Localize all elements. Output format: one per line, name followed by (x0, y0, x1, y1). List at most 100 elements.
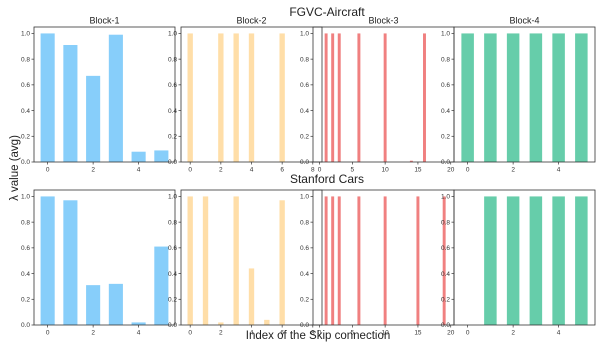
x-tick-label: 2 (91, 330, 95, 337)
y-tick-label: 0.8 (441, 219, 450, 226)
bar (324, 196, 328, 325)
panel-4: 0.0 0.2 0.4 0.6 0.8 1.0 0 2 4 Block-4 (441, 16, 596, 174)
x-tick-label: 5 (351, 330, 355, 337)
y-tick-label: 1.0 (300, 194, 309, 201)
y-tick-label: 1.0 (168, 31, 177, 38)
x-tick-label: 2 (219, 167, 223, 174)
y-tick-label: 0.2 (300, 133, 309, 140)
y-tick-label: 0.0 (21, 159, 30, 166)
bar (423, 33, 426, 163)
y-tick-label: 0.6 (300, 245, 309, 252)
bar (324, 33, 328, 163)
bar (187, 33, 193, 163)
row-title-fgvc-aircraft: FGVC-Aircraft (289, 5, 365, 19)
panel-frame (453, 26, 596, 163)
bar (264, 319, 270, 325)
bar (40, 196, 55, 325)
y-tick-label: 0.4 (168, 271, 177, 278)
x-tick-label: 4 (250, 167, 254, 174)
panel-title: Block-2 (236, 16, 266, 26)
bar (442, 196, 446, 325)
bar (416, 196, 420, 325)
y-tick-label: 0.6 (441, 245, 450, 252)
y-tick-label: 1.0 (441, 194, 450, 201)
x-tick-label: 15 (414, 330, 422, 337)
panel-frame (33, 189, 176, 326)
x-tick-label: 15 (414, 167, 422, 174)
x-tick-label: 20 (447, 330, 455, 337)
x-tick-label: 0 (46, 330, 50, 337)
x-tick-label: 0 (318, 330, 322, 337)
y-tick-label: 0.4 (441, 108, 450, 115)
y-tick-label: 0.2 (441, 296, 450, 303)
bar (484, 196, 497, 325)
y-tick-label: 1.0 (300, 31, 309, 38)
bar (248, 268, 255, 325)
y-tick-label: 0.4 (21, 271, 30, 278)
y-tick-label: 0.2 (441, 133, 450, 140)
y-tick-label: 0.6 (21, 82, 30, 89)
y-tick-label: 0.6 (168, 82, 177, 89)
x-tick-label: 2 (511, 167, 515, 174)
panel-3: 0.0 0.2 0.4 0.6 0.8 1.0 0 5 10 15 20 Block-3 (300, 16, 455, 174)
x-tick-label: 2 (219, 330, 223, 337)
y-tick-label: 0.0 (441, 159, 450, 166)
bar (218, 322, 224, 325)
y-tick-label: 0.4 (21, 108, 30, 115)
x-tick-label: 6 (280, 330, 284, 337)
x-tick-label: 4 (137, 167, 141, 174)
bar (337, 196, 341, 325)
y-tick-label: 0.6 (300, 82, 309, 89)
panel-frame (453, 189, 596, 326)
bar (154, 246, 169, 325)
panels: 0.0 0.2 0.4 0.6 0.8 1.0 0 2 4 Block-1 0.0 0.2 0.4 0.6… (21, 16, 596, 337)
bar (202, 196, 209, 325)
x-tick-label: 0 (318, 167, 322, 174)
x-tick-label: 8 (311, 167, 315, 174)
bar (86, 285, 101, 325)
bar (529, 33, 543, 163)
panel-7: 0.0 0.2 0.4 0.6 0.8 1.0 0 5 10 15 20 (300, 189, 455, 337)
x-tick-label: 0 (46, 167, 50, 174)
x-tick-label: 5 (351, 167, 355, 174)
x-tick-label: 6 (280, 167, 284, 174)
x-tick-label: 10 (382, 330, 390, 337)
y-tick-label: 0.8 (441, 56, 450, 63)
bar (575, 196, 588, 325)
y-tick-label: 0.0 (441, 322, 450, 329)
bar (279, 200, 285, 325)
y-tick-label: 0.0 (300, 322, 309, 329)
bar (383, 33, 387, 163)
y-tick-label: 0.2 (21, 296, 30, 303)
y-tick-label: 0.4 (441, 271, 450, 278)
panel-6: 0.0 0.2 0.4 0.6 0.8 1.0 0 2 4 6 8 (168, 189, 323, 337)
y-tick-label: 0.6 (168, 245, 177, 252)
bar (506, 33, 520, 163)
y-tick-label: 0.4 (168, 108, 177, 115)
bar (63, 45, 78, 162)
bar (331, 33, 335, 163)
x-tick-label: 2 (511, 330, 515, 337)
y-tick-label: 0.2 (300, 296, 309, 303)
panel-2: 0.0 0.2 0.4 0.6 0.8 1.0 0 2 4 6 8 Block-2 (168, 16, 323, 174)
bar (154, 150, 169, 162)
bar (63, 200, 78, 325)
y-tick-label: 0.2 (168, 133, 177, 140)
panel-1: 0.0 0.2 0.4 0.6 0.8 1.0 0 2 4 Block-1 (21, 16, 176, 174)
panel-frame (33, 26, 176, 163)
y-tick-label: 0.0 (168, 322, 177, 329)
x-tick-label: 10 (382, 167, 390, 174)
row-title-stanford-cars: Stanford Cars (290, 172, 364, 186)
y-tick-label: 0.4 (300, 108, 309, 115)
y-tick-label: 1.0 (21, 194, 30, 201)
x-tick-label: 0 (188, 330, 192, 337)
bar (331, 196, 335, 325)
panel-title: Block-1 (89, 16, 119, 26)
y-tick-label: 0.6 (441, 82, 450, 89)
y-tick-label: 0.0 (21, 322, 30, 329)
bar (108, 283, 123, 325)
bar (218, 33, 224, 163)
x-tick-label: 4 (557, 167, 561, 174)
panel-5: 0.0 0.2 0.4 0.6 0.8 1.0 0 2 4 (21, 189, 176, 337)
x-tick-label: 4 (137, 330, 141, 337)
